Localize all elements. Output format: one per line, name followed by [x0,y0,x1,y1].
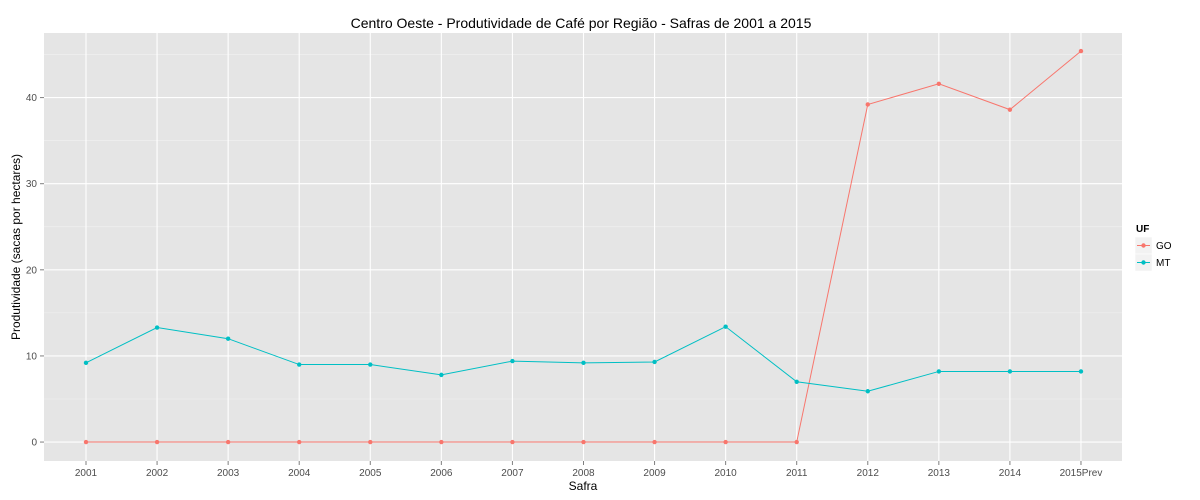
data-point-mt [439,372,444,378]
data-point-mt [723,324,728,329]
y-axis: 0 10 20 30 40 [26,93,44,449]
y-tick-label: 20 [26,265,38,276]
data-point-go [510,439,515,445]
data-point-mt [1007,369,1013,374]
x-tick-label: 2015Prev [1060,468,1103,479]
x-tick-label: 2004 [288,468,311,479]
y-axis-title: Produtividade (sacas por hectares) [9,154,23,340]
data-point-go [225,439,231,445]
chart-title: Centro Oeste - Produtividade de Café por… [351,15,812,31]
legend-key-mt [1134,253,1153,272]
y-tick-label: 30 [26,179,38,190]
x-tick-label: 2011 [786,468,808,479]
x-tick-label: 2005 [359,468,382,479]
x-tick-label: 2002 [146,468,169,479]
x-axis-title: Safra [569,479,598,493]
data-point-mt [297,362,302,367]
x-tick-label: 2014 [999,468,1022,479]
data-point-mt [510,358,515,364]
data-point-go [794,439,799,445]
x-tick-label: 2008 [572,468,595,479]
legend-title: UF [1136,224,1149,235]
data-point-go [865,102,870,107]
data-point-mt [581,360,586,366]
legend-label-go: GO [1156,241,1172,252]
x-tick-label: 2010 [715,468,738,479]
x-tick-label: 2001 [75,468,98,479]
legend: UF GO MT [1134,224,1172,272]
x-axis: 2001 2002 2003 2004 2005 2006 2007 2008 2009 2010… [75,461,1103,479]
data-point-mt [794,379,799,384]
y-tick-label: 40 [26,93,38,104]
data-point-go [83,439,89,445]
data-point-mt [652,359,657,365]
data-point-go [297,439,302,445]
legend-label-mt: MT [1156,258,1170,269]
data-point-go [936,81,942,87]
x-tick-label: 2007 [501,468,524,479]
x-tick-label: 2012 [857,468,880,479]
x-tick-label: 2006 [430,468,453,479]
data-point-go [652,439,657,445]
data-point-mt [154,325,160,330]
y-tick-label: 10 [26,351,38,362]
data-point-go [368,439,373,445]
data-point-mt [83,360,89,366]
x-tick-label: 2013 [928,468,951,479]
data-point-mt [368,362,373,367]
data-point-mt [225,336,231,341]
x-tick-label: 2009 [643,468,666,479]
data-point-mt [1078,369,1084,374]
series-points [83,48,1084,445]
data-point-mt [865,389,870,394]
data-point-mt [936,369,942,374]
data-point-go [581,439,586,445]
data-point-go [1078,48,1084,54]
major-gridlines [44,33,1122,461]
data-point-go [723,439,728,445]
x-tick-label: 2003 [217,468,240,479]
data-point-go [439,439,444,445]
data-point-go [1007,107,1013,112]
legend-key-go [1134,236,1153,255]
data-point-go [154,439,160,445]
y-tick-label: 0 [31,438,37,449]
